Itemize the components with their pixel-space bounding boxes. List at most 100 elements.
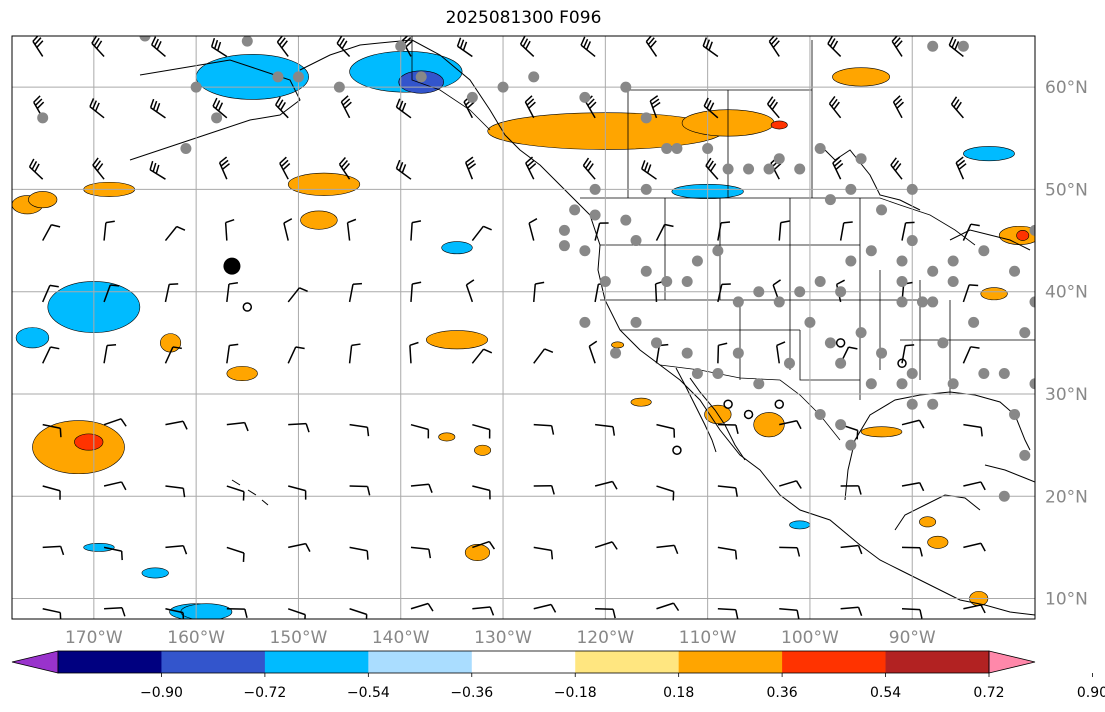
station-open-circle [774, 399, 784, 409]
station-dot [37, 112, 49, 124]
colorbar-label: −0.90 [140, 685, 183, 701]
station-markers [37, 36, 1035, 502]
station-dot [702, 143, 714, 155]
contour-blob [919, 516, 937, 528]
wind-barb [717, 485, 738, 497]
station-dot [415, 71, 427, 83]
wind-barb [779, 480, 802, 489]
contour-blob [300, 210, 338, 230]
station-dot [681, 347, 693, 359]
station-dot [957, 40, 969, 52]
wind-barb [840, 485, 862, 495]
colorbar-label: −0.36 [450, 685, 493, 701]
contour-blob [1016, 230, 1030, 241]
wind-barb [212, 97, 228, 119]
station-dot [998, 490, 1010, 502]
station-dot [927, 265, 939, 277]
wind-barb [828, 96, 842, 119]
station-dot [139, 36, 151, 42]
contour-blob [860, 426, 903, 438]
contour-blob [74, 433, 104, 451]
station-dot [1019, 327, 1031, 339]
baja-california-coast [675, 367, 717, 453]
wind-barb [92, 157, 105, 180]
wind-barb [766, 96, 780, 119]
contour-blob [770, 120, 788, 130]
station-dot [794, 286, 806, 298]
wind-barb [656, 602, 680, 612]
wind-barb [410, 546, 432, 559]
wind-barb [703, 97, 719, 119]
station-dot [947, 378, 959, 390]
contour-blob [180, 603, 233, 619]
wind-barb [717, 423, 739, 434]
station-dot [691, 255, 703, 267]
contour-blob [963, 146, 1015, 162]
wind-barb [588, 340, 598, 364]
station-dot [1019, 449, 1031, 461]
wind-barb [456, 37, 473, 58]
wind-barb [471, 348, 493, 364]
wind-barb [768, 36, 780, 57]
station-open-circle [672, 445, 682, 455]
station-dot [190, 81, 202, 93]
wind-barb [103, 220, 115, 241]
station-dot [927, 296, 939, 308]
wind-barb [963, 481, 986, 491]
colorbar-segment [161, 651, 266, 673]
station-open-circle [835, 338, 846, 348]
station-dot [814, 143, 826, 155]
wind-barb [950, 96, 964, 119]
wind-barb [287, 346, 305, 364]
wind-barb [465, 156, 477, 180]
wind-barb [901, 608, 923, 619]
station-dot [978, 245, 990, 257]
colorbar-segment [575, 651, 680, 673]
station-dot [712, 368, 724, 380]
contour-blob [141, 567, 169, 579]
wind-barb [524, 95, 536, 119]
contour-blob [474, 444, 492, 456]
station-dot [927, 398, 939, 410]
contour-blob [464, 544, 491, 561]
colorbar-segment [264, 651, 369, 673]
longitude-label: 150°W [270, 628, 328, 648]
wind-barb [346, 218, 357, 241]
wind-barb [962, 346, 980, 364]
wind-barb [901, 221, 915, 241]
station-dot [599, 275, 611, 287]
wind-barb [525, 156, 537, 180]
station-open-circle [743, 409, 754, 420]
wind-barb [901, 419, 925, 429]
station-dot [712, 245, 724, 257]
wind-barb [151, 36, 166, 58]
station-dot [978, 368, 990, 380]
contour-blob [441, 241, 473, 255]
wind-barb [962, 223, 980, 241]
alaska-border [411, 36, 491, 131]
station-dot [589, 209, 601, 221]
station-dot [691, 368, 703, 380]
longitude-label: 120°W [576, 628, 634, 648]
station-dot [947, 255, 959, 267]
station-dot [845, 183, 857, 195]
colorbar-segment [58, 651, 162, 673]
wind-barb [472, 540, 496, 550]
wind-barb [348, 282, 363, 303]
wind-barb [717, 608, 739, 619]
wind-barb [288, 485, 307, 500]
wind-barb [717, 221, 731, 241]
contour-blob [927, 535, 949, 549]
colorbar-segment [885, 651, 990, 673]
wind-barb [288, 422, 310, 433]
wind-barb [705, 157, 719, 180]
station-dot [998, 368, 1010, 380]
station-dot [661, 275, 673, 287]
contour-blob [287, 172, 361, 196]
wind-barb [840, 606, 863, 617]
alaska-coast [299, 39, 413, 71]
wind-barb [533, 603, 557, 613]
station-dot [814, 275, 826, 287]
station-dot [1029, 224, 1035, 236]
